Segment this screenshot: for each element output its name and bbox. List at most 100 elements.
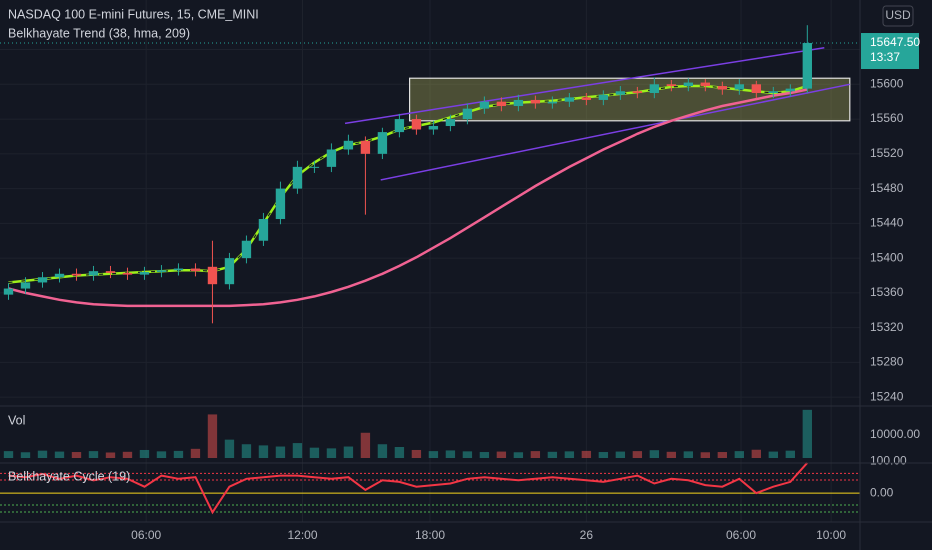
volume-bar (71, 452, 82, 458)
chart-title: NASDAQ 100 E-mini Futures, 15, CME_MINI (8, 7, 259, 21)
volume-bar (547, 451, 558, 458)
candle-body (768, 91, 778, 93)
cycle-line (8, 462, 809, 515)
volume-bar (394, 446, 405, 458)
volume-bar (122, 451, 133, 458)
volume-bar (37, 450, 48, 458)
volume-bar (785, 450, 795, 458)
countdown: 13:37 (870, 50, 900, 64)
cycle-title: Belkhayate Cycle (19) (8, 469, 130, 483)
indicator-title: Belkhayate Trend (38, hma, 209) (8, 26, 190, 40)
candle-body (377, 132, 388, 154)
candle-body (3, 288, 14, 295)
currency-box[interactable] (882, 5, 914, 27)
candle-body (649, 84, 660, 93)
candle-body (343, 140, 354, 150)
x-tick-label: 06:00 (131, 528, 161, 542)
volume-bar (428, 451, 439, 458)
volume-bar (156, 451, 167, 458)
volume-bar (615, 451, 626, 458)
volume-bar (445, 450, 456, 458)
y-tick-label: 100.00 (870, 453, 907, 467)
candle-body (207, 266, 218, 285)
y-tick-label: 15560 (870, 111, 904, 125)
volume-bar (700, 452, 711, 458)
volume-bar (190, 448, 201, 458)
volume-bar (802, 409, 812, 458)
x-tick-label: 06:00 (726, 528, 756, 542)
candle-body (564, 97, 575, 102)
candle-body (666, 84, 677, 87)
volume-bar (105, 452, 116, 458)
last-price-label: 15647.50 (870, 35, 920, 49)
candle-body (71, 273, 82, 276)
volume-bar (564, 451, 575, 458)
y-tick-label: 10000.00 (870, 427, 920, 441)
y-tick-label: 15600 (870, 76, 904, 90)
candle-body (479, 101, 490, 109)
y-tick-label: 15520 (870, 146, 904, 160)
channel-line (380, 83, 850, 181)
volume-bar (462, 451, 473, 458)
volume-bar (683, 451, 694, 458)
volume-bar (207, 414, 218, 458)
volume-bar (411, 449, 422, 458)
candle-body (54, 273, 65, 278)
volume-bar (751, 449, 761, 458)
volume-bar (88, 451, 99, 458)
candle-body (462, 108, 473, 120)
candle-body (394, 119, 405, 133)
candle-body (241, 240, 252, 259)
volume-bar (717, 452, 728, 458)
candle-body (88, 271, 99, 276)
candle-body (785, 88, 795, 92)
volume-bar (581, 450, 592, 458)
y-tick-label: 15240 (870, 389, 904, 403)
candle-body (37, 277, 48, 283)
candle-body (275, 188, 286, 220)
candle-body (547, 101, 558, 104)
volume-bar (224, 439, 235, 458)
candle-body (700, 82, 711, 87)
candle-body (258, 219, 269, 241)
volume-bar (3, 451, 14, 458)
candle-body (292, 166, 303, 189)
volume-bar (496, 451, 507, 458)
volume-bar (377, 444, 388, 458)
y-tick-label: 15320 (870, 320, 904, 334)
candle-body (513, 99, 524, 107)
volume-bar (530, 451, 541, 458)
candle-body (428, 126, 439, 130)
candle-body (598, 94, 609, 100)
volume-bar (768, 451, 778, 458)
candle-body (717, 86, 728, 90)
candle-body (496, 101, 507, 107)
candle-body (683, 82, 694, 87)
candle-body (309, 166, 320, 168)
candle-body (173, 268, 184, 271)
candle-body (445, 119, 456, 127)
channel-line (344, 47, 825, 125)
volume-bar (292, 443, 303, 458)
range-box (409, 77, 851, 122)
candle-body (122, 272, 133, 275)
currency[interactable]: USD (885, 8, 911, 22)
volume-title: Vol (8, 413, 25, 427)
x-tick-label: 26 (580, 528, 594, 542)
volume-bar (632, 451, 643, 458)
volume-bar (54, 451, 65, 458)
candle-body (411, 119, 422, 130)
candle-body (190, 268, 201, 272)
candle-body (224, 258, 235, 285)
candle-body (802, 43, 812, 89)
candle-body (20, 282, 31, 289)
volume-bar (241, 444, 252, 458)
candle-body (105, 271, 116, 273)
candle-body (632, 91, 643, 93)
candle-body (581, 97, 592, 100)
candle-body (751, 84, 761, 93)
last-price-box (861, 33, 919, 70)
candle-body (530, 99, 541, 104)
candle-body (326, 149, 337, 167)
